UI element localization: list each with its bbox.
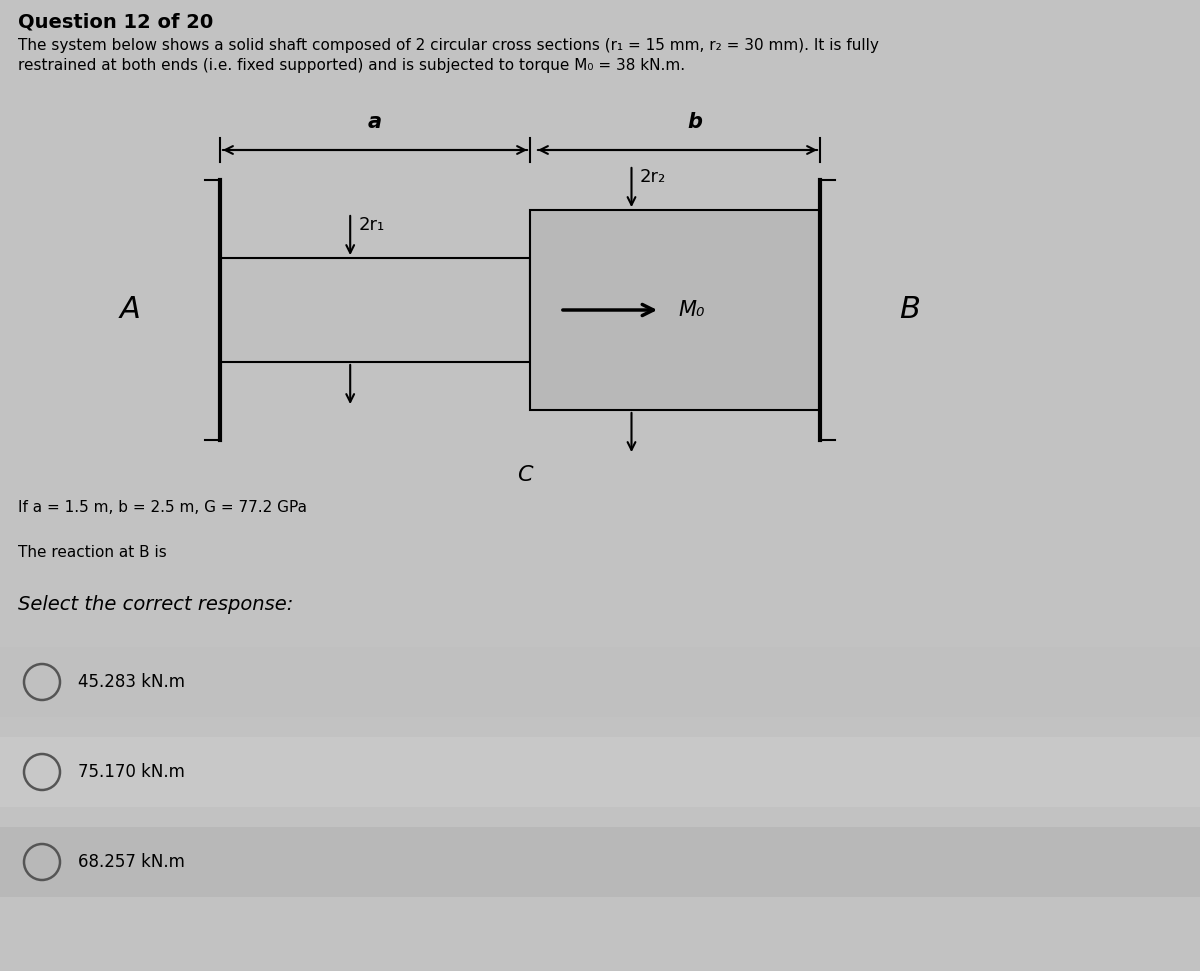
Text: a: a — [368, 112, 382, 132]
Text: Select the correct response:: Select the correct response: — [18, 595, 293, 614]
Bar — [0, 737, 1200, 807]
Text: A: A — [120, 295, 140, 324]
Text: The reaction at B is: The reaction at B is — [18, 545, 167, 560]
Text: M₀: M₀ — [678, 300, 704, 320]
Text: If a = 1.5 m, b = 2.5 m, G = 77.2 GPa: If a = 1.5 m, b = 2.5 m, G = 77.2 GPa — [18, 500, 307, 515]
Bar — [0, 827, 1200, 897]
Bar — [220, 258, 530, 362]
Bar — [0, 647, 1200, 717]
Text: 2r₁: 2r₁ — [358, 216, 384, 234]
Text: 45.283 kN.m: 45.283 kN.m — [78, 673, 185, 691]
Text: C: C — [517, 465, 533, 485]
Bar — [530, 210, 820, 410]
Text: 75.170 kN.m: 75.170 kN.m — [78, 763, 185, 781]
Text: The system below shows a solid shaft composed of 2 circular cross sections (r₁ =: The system below shows a solid shaft com… — [18, 38, 878, 53]
Text: 2r₂: 2r₂ — [640, 168, 666, 186]
Text: b: b — [688, 112, 702, 132]
Text: Question 12 of 20: Question 12 of 20 — [18, 12, 214, 31]
Text: restrained at both ends (i.e. fixed supported) and is subjected to torque M₀ = 3: restrained at both ends (i.e. fixed supp… — [18, 58, 685, 73]
Text: 68.257 kN.m: 68.257 kN.m — [78, 853, 185, 871]
Text: B: B — [900, 295, 920, 324]
